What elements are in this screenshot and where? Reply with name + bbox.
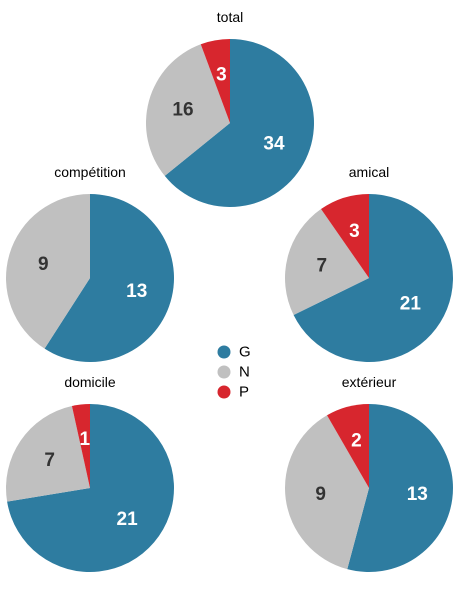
pie-slice-domicile-P (71, 404, 90, 488)
pie-slice-competition-N (5, 194, 90, 349)
pie-slice-domicile-N (5, 405, 91, 502)
slice-label-domicile-P: 1 (79, 429, 90, 450)
legend-label-G: G (239, 344, 251, 361)
slice-label-competition-N: 9 (38, 254, 49, 275)
pie-total: total 34 16 3 (145, 9, 314, 207)
slice-label-competition-G: 13 (126, 281, 147, 302)
pie-exterieur: extérieur 13 9 2 (285, 374, 454, 572)
legend-label-N: N (239, 364, 250, 381)
pie-amical: amical 21 73 (285, 164, 453, 362)
pie-slice-exterieur-G (347, 404, 454, 572)
pie-slice-amical-N (285, 209, 369, 315)
slice-label-amical-G: 21 (400, 293, 422, 314)
slice-label-domicile-N: 7 (44, 450, 55, 471)
slice-label-total-G: 34 (263, 133, 285, 154)
pie-slice-exterieur-N (285, 415, 369, 570)
legend: GNP (217, 344, 251, 401)
pie-slice-total-G (164, 39, 314, 207)
pie-title-competition: compétition (54, 164, 126, 180)
pie-title-domicile: domicile (64, 374, 116, 390)
legend-label-P: P (239, 384, 249, 401)
slice-label-exterieur-P: 2 (351, 430, 362, 451)
pie-competition: compétition 13 9 (5, 164, 174, 362)
legend-swatch-G (217, 345, 231, 359)
slice-label-exterieur-N: 9 (315, 484, 326, 505)
pie-slice-exterieur-P (327, 404, 369, 488)
slice-label-amical-N: 7 (317, 255, 328, 276)
pie-title-total: total (217, 9, 243, 25)
pie-slice-amical-P (321, 194, 369, 278)
legend-swatch-N (217, 365, 231, 379)
pie-slice-amical-G (293, 194, 453, 362)
slice-label-domicile-G: 21 (117, 509, 139, 530)
pie-slice-competition-G (44, 194, 174, 362)
legend-swatch-P (217, 385, 231, 399)
pie-slice-total-P (200, 39, 230, 123)
pie-slice-domicile-G (7, 404, 175, 572)
pie-title-exterieur: extérieur (342, 374, 397, 390)
slice-label-amical-P: 3 (349, 221, 360, 242)
pie-domicile: domicile 21 7 1 (5, 374, 175, 572)
slice-label-total-N: 16 (172, 100, 193, 121)
slice-label-exterieur-G: 13 (407, 484, 428, 505)
pie-title-amical: amical (349, 164, 389, 180)
slice-label-total-P: 3 (216, 65, 227, 86)
pie-slice-total-N (145, 44, 230, 176)
